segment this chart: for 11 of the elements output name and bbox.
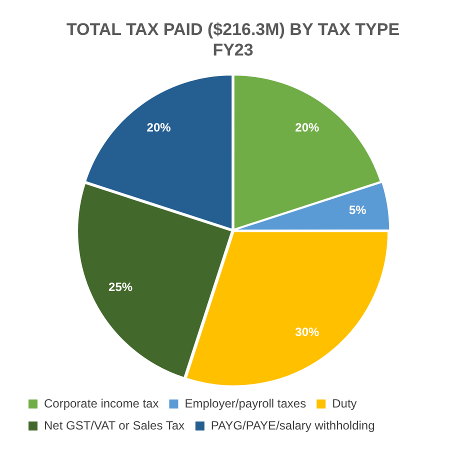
legend-label: Duty <box>332 396 357 410</box>
legend-label: Net GST/VAT or Sales Tax <box>44 418 184 432</box>
data-label: 5% <box>348 202 367 217</box>
legend-label: Employer/payroll taxes <box>184 396 306 410</box>
legend-label: Corporate income tax <box>44 396 159 410</box>
data-label: 20% <box>295 120 320 135</box>
data-label: 20% <box>146 120 172 135</box>
data-label: 25% <box>108 280 133 294</box>
chart-title: TOTAL TAX PAID ($216.3M) BY TAX TYPE FY23 <box>66 20 400 60</box>
legend-label: PAYG/PAYE/salary withholding <box>210 418 375 432</box>
data-label: 30% <box>295 324 320 339</box>
